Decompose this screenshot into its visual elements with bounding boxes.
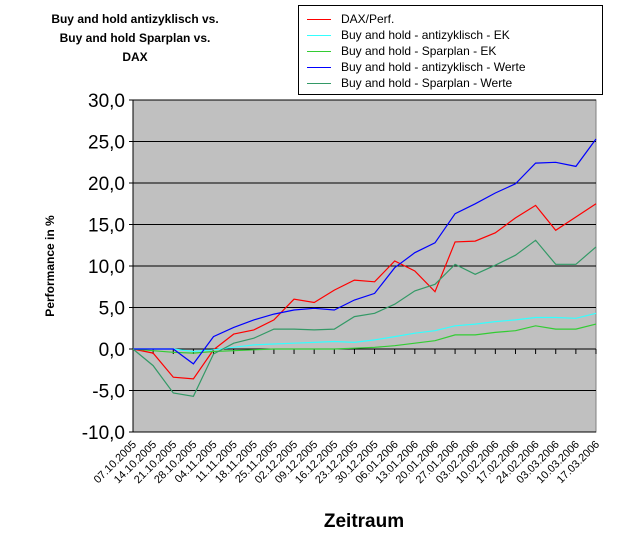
y-axis-label: Performance in % <box>43 215 57 317</box>
legend-label: Buy and hold - Sparplan - Werte <box>341 76 513 90</box>
chart-title-line: Buy and hold Sparplan vs. <box>59 31 211 45</box>
series-line <box>133 312 597 353</box>
y-tick-label: -5,0 <box>92 382 125 403</box>
legend-swatch <box>307 35 331 37</box>
series-line <box>132 203 597 380</box>
legend-swatch <box>307 19 331 21</box>
series-line <box>132 323 597 354</box>
legend-item: Buy and hold - Sparplan - EK <box>307 43 496 59</box>
legend-swatch <box>307 51 331 53</box>
legend-item: Buy and hold - Sparplan - Werte <box>307 75 512 91</box>
legend-item: Buy and hold - antizyklisch - Werte <box>307 59 526 75</box>
legend-item: DAX/Perf. <box>307 11 394 27</box>
y-tick-label: -10,0 <box>82 423 125 444</box>
x-axis-label: Zeitraum <box>324 511 404 532</box>
legend-label: Buy and hold - Sparplan - EK <box>341 44 497 58</box>
chart-title-line: Buy and hold antizyklisch vs. <box>51 12 219 26</box>
legend-swatch <box>307 83 331 85</box>
chart-title-line: DAX <box>122 50 148 64</box>
legend-label: Buy and hold - antizyklisch - EK <box>341 28 510 42</box>
y-tick-label: 15,0 <box>88 216 125 237</box>
y-tick-label: 20,0 <box>88 174 125 195</box>
y-tick-label: 0,0 <box>99 340 125 361</box>
series-line <box>133 138 597 365</box>
chart-title: Buy and hold antizyklisch vs. Buy and ho… <box>10 10 260 67</box>
legend-swatch <box>307 67 331 69</box>
y-tick-label: 5,0 <box>99 299 125 320</box>
legend: DAX/Perf. Buy and hold - antizyklisch - E… <box>298 5 603 95</box>
legend-label: Buy and hold - antizyklisch - Werte <box>341 60 526 74</box>
y-tick-label: 30,0 <box>88 91 125 112</box>
legend-label: DAX/Perf. <box>341 12 395 26</box>
series-line <box>132 239 597 397</box>
y-tick-label: 25,0 <box>88 133 125 154</box>
legend-item: Buy and hold - antizyklisch - EK <box>307 27 510 43</box>
y-tick-label: 10,0 <box>88 257 125 278</box>
